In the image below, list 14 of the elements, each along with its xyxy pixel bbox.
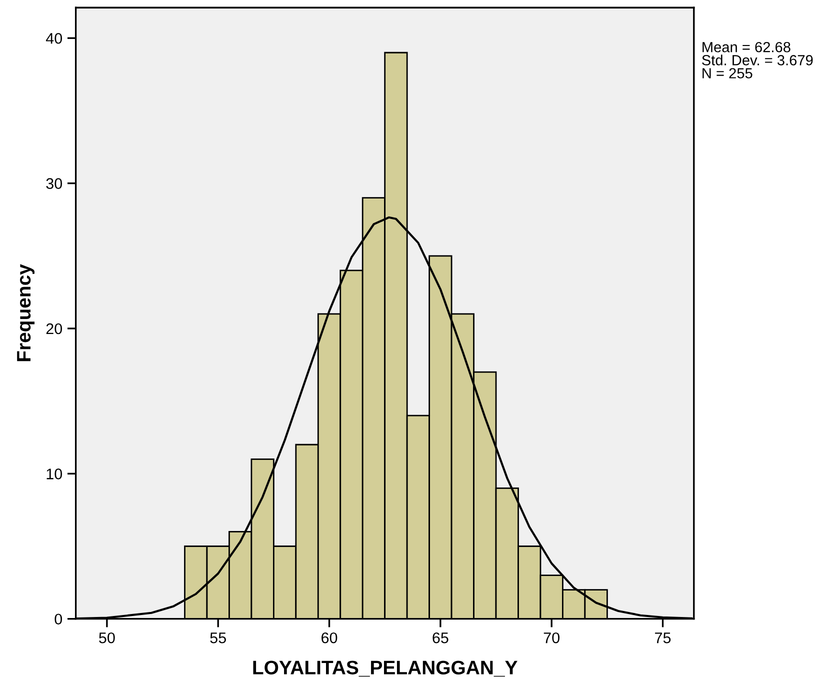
x-tick-label: 55 xyxy=(210,632,226,644)
y-tick-label: 10 xyxy=(46,468,62,480)
x-tick-label: 75 xyxy=(655,632,671,644)
x-tick-label: 70 xyxy=(544,632,560,644)
x-tick-label: 60 xyxy=(322,632,338,644)
x-axis-title: LOYALITAS_PELANGGAN_Y xyxy=(253,660,518,677)
x-tick-label: 65 xyxy=(432,632,448,644)
x-tick-label: 50 xyxy=(99,632,115,644)
y-axis-title: Frequency xyxy=(17,264,35,362)
text: Mean = 62.68 Std. Dev. = 3.679 N = 255 xyxy=(702,42,813,78)
y-tick-label: 40 xyxy=(46,32,62,44)
y-tick-label: 0 xyxy=(54,614,62,625)
y-tick-label: 30 xyxy=(46,178,62,189)
y-tick-label: 20 xyxy=(46,323,62,334)
